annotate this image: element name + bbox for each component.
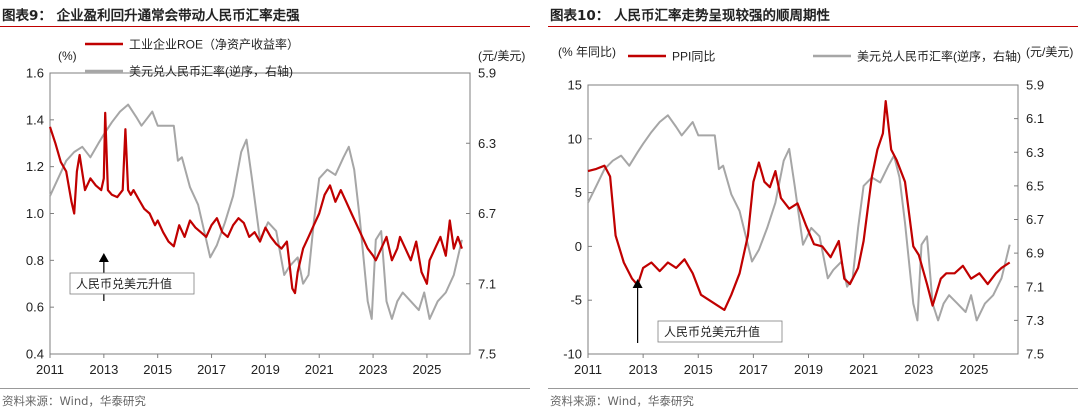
chart-panel-ppi: 图表10： 人民币汇率走势呈现较强的顺周期性 -10 -5 0 5 10 15 5.9 6.1… — [548, 0, 1078, 413]
right-axis-tick-label: 6.3 — [478, 136, 496, 151]
left-axis-unit: (% 年同比) — [558, 45, 616, 59]
left-axis-tick-label: -5 — [570, 293, 582, 308]
fx-series-line — [587, 114, 1011, 322]
right-axis-tick-label: 7.1 — [1026, 279, 1044, 294]
primary-series-line — [48, 111, 463, 295]
x-axis-tick-label: 2017 — [197, 362, 226, 377]
left-axis-tick-label: 5 — [575, 185, 582, 200]
right-axis-tick-label: 6.9 — [1026, 246, 1044, 261]
source-note: 资料来源：Wind，华泰研究 — [550, 394, 694, 408]
right-axis-tick-label: 5.9 — [1026, 78, 1044, 93]
plot-frame — [49, 72, 471, 355]
right-axis-tick-label: 5.9 — [478, 66, 496, 81]
left-axis-tick-label: -10 — [563, 347, 582, 362]
x-axis-tick-label: 2019 — [794, 362, 823, 377]
x-axis-tick-label: 2023 — [904, 362, 933, 377]
right-axis-tick-label: 6.7 — [478, 206, 496, 221]
right-axis-tick-label: 7.3 — [1026, 313, 1044, 328]
x-axis-tick-label: 2015 — [684, 362, 713, 377]
roe-vs-fx-chart: 0.4 0.6 0.8 1.0 1.2 1.4 1.6 5.9 6.3 6.7 7.1 7.5 2011… — [26, 37, 525, 378]
x-axis-tick-label: 2017 — [739, 362, 768, 377]
right-axis-tick-label: 7.1 — [478, 276, 496, 291]
x-axis-tick-label: 2021 — [305, 362, 334, 377]
legend-label: 工业企业ROE（净资产收益率） — [129, 37, 299, 52]
left-axis-tick-label: 1.2 — [26, 159, 44, 174]
footer-divider — [0, 388, 530, 389]
x-axis-tick-label: 2011 — [36, 362, 64, 377]
left-axis-tick-label: 1.4 — [26, 112, 44, 127]
annotation-box — [69, 272, 195, 295]
x-axis-tick-label: 2023 — [359, 362, 388, 377]
legend-label: 美元兑人民币汇率(逆序，右轴) — [129, 64, 293, 79]
x-axis-tick-label: 2025 — [412, 362, 441, 377]
right-axis-tick-label: 7.5 — [478, 347, 496, 362]
footer-divider — [548, 388, 1078, 389]
annotation-label: 人民币兑美元升值 — [664, 324, 760, 339]
x-axis-tick-label: 2025 — [959, 362, 988, 377]
legend-label: 美元兑人民币汇率(逆序，右轴) — [857, 49, 1021, 64]
left-axis-tick-label: 10 — [568, 131, 582, 146]
annotation-arrow-head — [632, 279, 643, 288]
right-axis-tick-label: 6.3 — [1026, 145, 1044, 160]
x-axis-tick-label: 2013 — [89, 362, 118, 377]
annotation-arrow-head — [98, 253, 109, 262]
x-axis-tick-label: 2015 — [143, 362, 172, 377]
title-divider — [548, 26, 1078, 27]
annotation-box — [657, 320, 783, 343]
annotation-label: 人民币兑美元升值 — [76, 276, 172, 291]
x-axis-tick-label: 2019 — [251, 362, 280, 377]
right-axis-tick-label: 7.5 — [1026, 347, 1044, 362]
right-axis-unit: (元/美元) — [478, 49, 525, 63]
right-axis-unit: (元/美元) — [1026, 45, 1073, 59]
chart-title: 图表9： 企业盈利回升通常会带动人民币汇率走强 — [2, 8, 300, 24]
left-axis-tick-label: 1.0 — [26, 206, 44, 221]
x-axis-tick-label: 2021 — [849, 362, 878, 377]
right-axis-tick-label: 6.1 — [1026, 111, 1044, 126]
left-axis-tick-label: 0 — [575, 239, 582, 254]
left-axis-tick-label: 15 — [568, 78, 582, 93]
ppi-vs-fx-chart: -10 -5 0 5 10 15 5.9 6.1 6.3 6.5 6.7 6.9 7.1 7.3 7.5 20… — [558, 45, 1073, 377]
right-axis-tick-label: 6.7 — [1026, 212, 1044, 227]
left-axis-tick-label: 0.4 — [26, 347, 44, 362]
source-note: 资料来源：Wind，华泰研究 — [2, 394, 146, 408]
x-axis-tick-label: 2011 — [574, 362, 602, 377]
chart-title: 图表10： 人民币汇率走势呈现较强的顺周期性 — [550, 8, 830, 24]
left-axis-unit: (%) — [58, 49, 77, 63]
chart-panel-roe: 图表9： 企业盈利回升通常会带动人民币汇率走强 0.4 0.6 0.8 1.0 1.2 1… — [0, 0, 530, 413]
legend-label: PPI同比 — [672, 50, 715, 64]
title-divider — [0, 26, 530, 27]
primary-series-line — [587, 99, 1011, 311]
left-axis-tick-label: 0.6 — [26, 300, 44, 315]
x-axis-tick-label: 2013 — [629, 362, 658, 377]
right-axis-tick-label: 6.5 — [1026, 178, 1044, 193]
left-axis-tick-label: 0.8 — [26, 253, 44, 268]
left-axis-tick-label: 1.6 — [26, 66, 44, 81]
